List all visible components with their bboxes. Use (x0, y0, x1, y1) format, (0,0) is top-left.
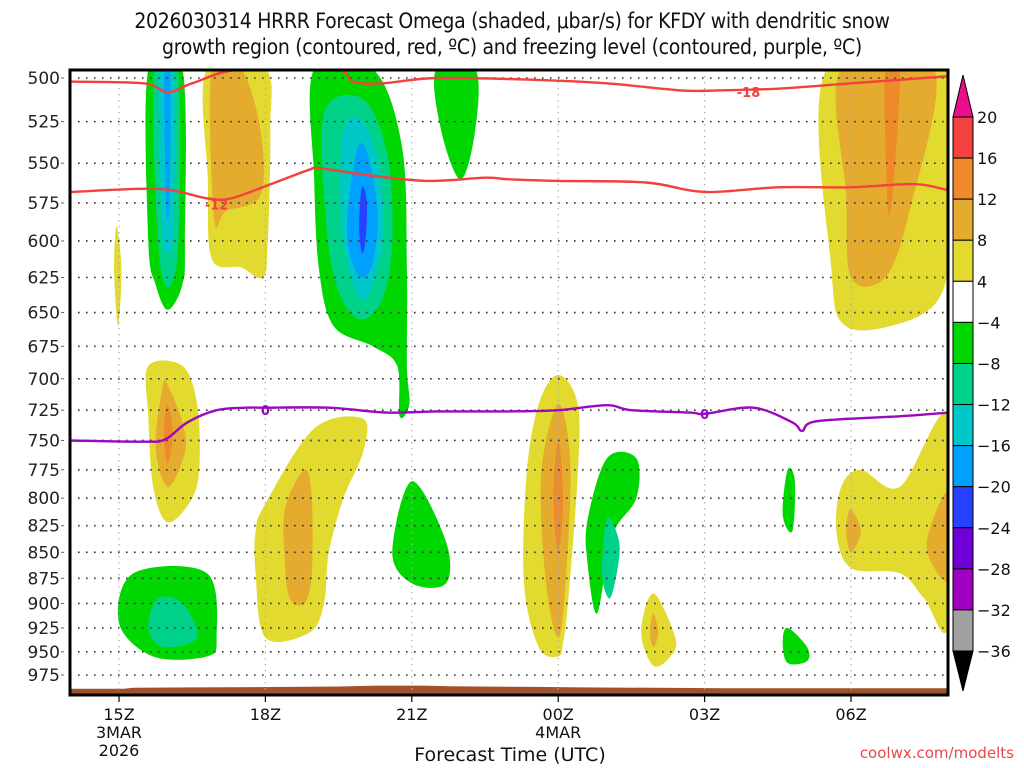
colorbar-label-1: 16 (977, 149, 997, 168)
colorbar-label-4: 4 (977, 272, 987, 291)
colorbar-label-11: −28 (977, 560, 1011, 579)
omega-region-descent-02z-lowest (649, 613, 659, 648)
x-tick-label-03Z: 03Z (689, 705, 720, 724)
y-tick-label-575: 575 (28, 194, 60, 214)
chart-title-line-2: growth region (contoured, red, ºC) and f… (162, 35, 862, 59)
y-tick-label-775: 775 (28, 461, 60, 481)
y-tick-label-750: 750 (28, 431, 60, 451)
grid-lines (70, 70, 948, 695)
omega-shading (114, 70, 948, 667)
x-tick-label-21Z: 21Z (396, 705, 427, 724)
colorbar-top-arrow (952, 74, 974, 118)
colorbar-label-13: −36 (977, 642, 1011, 661)
omega-region-descent-18z-lower (283, 469, 313, 606)
omega-region-ascent-15z-lowest (148, 596, 198, 648)
y-tick-label-825: 825 (28, 517, 60, 537)
colorbar-label-9: −20 (977, 478, 1011, 497)
credit-link[interactable]: coolwx.com/modelts (859, 744, 1014, 762)
terrain-ground (70, 685, 948, 695)
omega-region-descent-06z-lower (835, 412, 948, 634)
omega-region-ascent-05z-small-upper (782, 467, 796, 533)
colorbar-label-3: 8 (977, 231, 987, 250)
colorbar: 20 16 12 8 4 −4 −8 −12 −16 −20 −24 −28 −32 −36 (952, 74, 1011, 692)
colorbar-bin-10 (952, 527, 974, 570)
colorbar-label-2: 12 (977, 190, 997, 209)
colorbar-bin-12 (952, 609, 974, 652)
colorbar-label-10: −24 (977, 519, 1011, 538)
colorbar-bin-7 (952, 404, 974, 447)
contour-freezing-level (70, 403, 948, 443)
colorbar-bin-11 (952, 568, 974, 611)
colorbar-bin-4 (952, 280, 974, 323)
omega-region-descent-15z-lower (163, 404, 173, 464)
omega-region-ascent-21z-lower (392, 481, 451, 588)
x-tick-label-18Z: 18Z (250, 705, 281, 724)
y-tick-label-800: 800 (28, 489, 60, 509)
x-tick-label-00Z: 00Z (543, 705, 574, 724)
omega-region-descent-06z-lower (846, 509, 861, 553)
colorbar-bin-0 (952, 116, 974, 159)
contour-label-dgz-minus-12: -12 (205, 198, 229, 213)
y-tick-label-500: 500 (28, 69, 60, 89)
x-tick-date-00Z: 4MAR (535, 723, 581, 742)
omega-region-ascent-05z-small-lower (782, 627, 810, 665)
x-tick-date-15Z: 3MAR (96, 723, 142, 742)
y-tick-label-600: 600 (28, 232, 60, 252)
colorbar-bin-9 (952, 486, 974, 529)
omega-region-descent-06z-upper (835, 70, 937, 287)
colorbar-bin-5 (952, 321, 974, 364)
x-tick-label-06Z: 06Z (835, 705, 866, 724)
y-tick-label-550: 550 (28, 154, 60, 174)
y-axis: 500 525 550 575 600 625 650 675 700 725 750 775 800 8… (28, 69, 64, 686)
x-axis-title: Forecast Time (UTC) (414, 744, 606, 766)
contour-dgz-minus-12 (70, 166, 948, 202)
colorbar-bin-8 (952, 445, 974, 488)
y-tick-label-525: 525 (28, 113, 60, 133)
omega-region-descent-06z-lower (926, 491, 948, 581)
contour-dgz-minus-18 (70, 70, 948, 94)
plot-frame (68, 68, 950, 697)
omega-region-descent-06z-upper (884, 70, 900, 216)
y-tick-label-925: 925 (28, 619, 60, 639)
omega-region-ascent-20z-column (359, 186, 368, 254)
colorbar-label-8: −16 (977, 437, 1011, 456)
x-tick-year-15Z: 2026 (99, 741, 140, 760)
colorbar-bin-6 (952, 362, 974, 406)
y-tick-label-975: 975 (28, 666, 60, 686)
x-tick-label-15Z: 15Z (103, 705, 134, 724)
colorbar-bin-1 (952, 157, 974, 200)
temperature-contours: -18 -12 0 0 (70, 70, 948, 443)
y-tick-label-625: 625 (28, 268, 60, 288)
contour-label-freezing-level: 0 (261, 404, 270, 419)
y-tick-label-700: 700 (28, 370, 60, 390)
omega-region-ascent-22z-upper (433, 70, 479, 180)
y-tick-label-675: 675 (28, 337, 60, 357)
omega-region-descent-02z-lowest (641, 593, 677, 667)
colorbar-bin-2 (952, 198, 974, 241)
omega-region-descent-16z-upper (209, 70, 264, 228)
contour-label-dgz-minus-18: -18 (737, 86, 761, 101)
y-tick-label-850: 850 (28, 543, 60, 563)
y-tick-label-650: 650 (28, 304, 60, 324)
y-tick-label-950: 950 (28, 643, 60, 663)
y-tick-label-900: 900 (28, 594, 60, 614)
colorbar-label-7: −12 (977, 396, 1011, 415)
colorbar-label-6: −8 (977, 354, 1001, 373)
terrain-layer (70, 685, 948, 695)
colorbar-label-0: 20 (977, 108, 997, 127)
y-tick-label-875: 875 (28, 569, 60, 589)
omega-region-ascent-column-15z (164, 70, 171, 219)
colorbar-bottom-arrow (952, 650, 974, 692)
chart-title-line-1: 2026030314 HRRR Forecast Omega (shaded, … (134, 9, 890, 33)
colorbar-bin-3 (952, 239, 974, 282)
contour-label-freezing-level-label-2: 0 (700, 408, 709, 423)
y-tick-label-725: 725 (28, 401, 60, 421)
chart-title: 2026030314 HRRR Forecast Omega (shaded, … (0, 8, 1024, 60)
colorbar-label-12: −32 (977, 601, 1011, 620)
colorbar-label-5: −4 (977, 313, 1001, 332)
